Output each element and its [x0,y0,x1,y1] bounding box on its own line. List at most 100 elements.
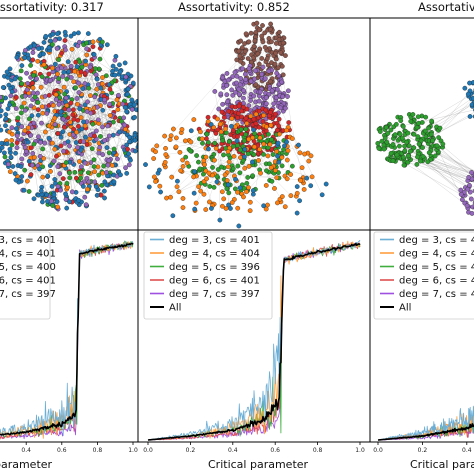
network-node [415,134,421,139]
network-node [206,170,212,176]
network-node [78,147,84,153]
network-node [246,39,252,45]
network-node [171,126,176,132]
x-tick-label: 0.4 [228,447,238,454]
network-node [384,139,390,145]
network-node [242,138,247,144]
x-tick-label: 0.8 [93,447,103,454]
network-node [411,131,417,137]
network-node [279,79,285,85]
network-node [277,29,282,35]
network-node [116,92,121,98]
network-node [254,20,260,26]
network-panel-3 [369,17,474,231]
network-node [405,130,411,136]
network-panel-1 [0,17,143,231]
network-node [110,68,115,74]
legend-entry: deg = 7, cs = 401 [399,289,474,300]
network-node [236,223,242,229]
network-node [98,134,103,139]
network-node [251,127,256,133]
network-node [97,144,103,150]
network-node [262,30,268,36]
network-node [107,101,113,107]
network-node [294,210,300,216]
network-node [40,110,46,116]
network-node [289,163,295,169]
network-node [225,149,231,154]
network-node [420,145,425,150]
network-edge [40,142,109,166]
network-node [126,151,131,157]
network-node [132,137,138,143]
network-node [266,36,272,41]
network-edge [429,135,474,173]
network-node [131,102,137,108]
network-node [272,61,278,67]
network-edge [0,41,94,124]
network-node [285,88,291,94]
network-node [74,101,80,107]
network-node [73,85,78,91]
network-node [64,205,70,211]
network-node [57,36,62,42]
plot-3-xlabel: Critical parameter [410,458,474,471]
network-node [390,158,396,164]
network-node [272,186,277,191]
network-node [220,138,226,143]
network-node [92,169,98,175]
network-node [63,197,69,202]
network-node [7,102,12,108]
network-node [52,61,58,67]
network-edge [407,162,474,182]
network-node [7,66,13,72]
network-node [78,164,84,170]
network-node [175,178,180,184]
network-node [78,69,84,75]
network-node [274,70,280,76]
network-node [235,143,240,148]
network-node [122,105,128,110]
network-node [38,84,44,90]
network-node [91,164,97,169]
network-node [241,95,246,101]
network-node [245,56,251,61]
network-node [284,157,290,163]
network-node [269,88,275,94]
network-node [263,206,269,212]
network-node [243,31,249,37]
network-node [381,142,387,148]
network-node [180,196,186,201]
series-line-all [377,422,474,441]
x-tick-label: 0.8 [313,447,323,454]
network-node [49,140,55,146]
network-node [401,162,407,168]
network-node [31,141,37,147]
network-node [425,159,431,165]
network-node [158,189,163,195]
network-node [72,69,78,74]
network-node [294,184,300,189]
network-node [132,114,137,120]
network-node [170,213,176,219]
network-node [282,143,287,149]
legend-entry: deg = 4, cs = 401 [399,249,474,260]
network-node [226,108,232,114]
network-node [222,172,228,178]
network-node [117,62,122,68]
network-node [212,157,217,163]
network-node [197,166,203,172]
network-node [153,179,158,184]
network-node [64,103,70,108]
network-node [0,108,4,114]
network-node [219,189,225,195]
network-node [279,155,285,160]
network-node [99,182,105,188]
network-node [236,91,242,97]
network-node [196,184,202,190]
network-edge [32,84,82,87]
network-node [0,123,1,128]
network-node [75,145,80,150]
network-node [68,63,74,69]
network-node [61,84,67,90]
